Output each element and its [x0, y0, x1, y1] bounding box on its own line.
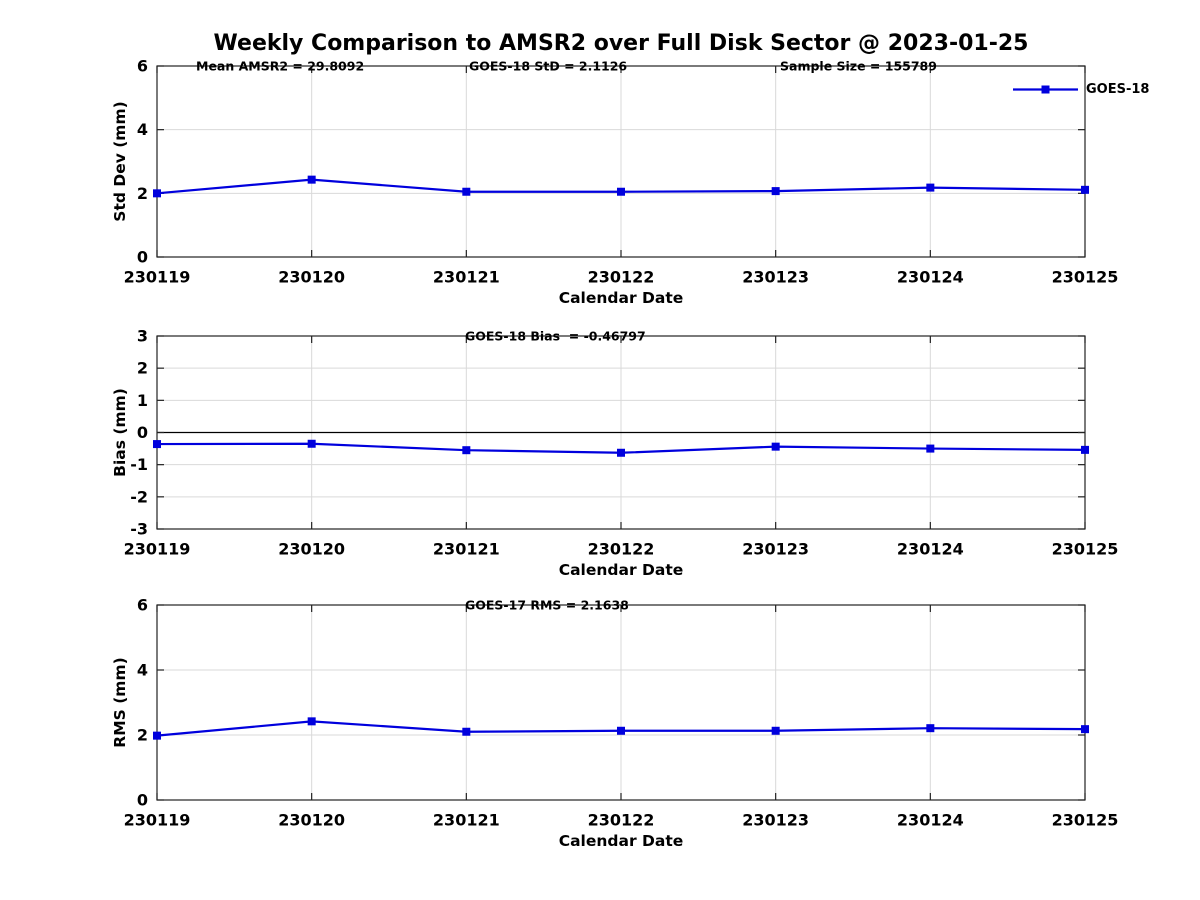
y-tick-label: 1 — [137, 391, 148, 410]
x-tick-label: 230124 — [897, 811, 964, 830]
annotation-text: Sample Size = 155789 — [780, 59, 937, 74]
data-point-marker — [771, 442, 780, 451]
x-tick-label: 230123 — [742, 811, 809, 830]
x-tick-label: 230122 — [588, 268, 655, 287]
legend-marker — [1041, 85, 1050, 94]
data-point-marker — [462, 187, 471, 196]
plot-std-dev: 230119 230120 230121 230122 230123 230124 2301… — [111, 57, 1149, 308]
annotation-text: Mean AMSR2 = 29.8092 — [196, 59, 364, 74]
data-point-marker — [926, 444, 935, 453]
data-point-marker — [462, 727, 471, 736]
x-tick-label: 230121 — [433, 268, 500, 287]
x-tick-label: 230125 — [1052, 811, 1119, 830]
legend: GOES-18 — [1013, 82, 1149, 97]
data-point-marker — [307, 439, 316, 448]
data-point-marker — [617, 448, 625, 457]
y-tick-label: -3 — [130, 520, 148, 539]
x-tick-label: 230124 — [897, 268, 964, 287]
y-tick-label: 2 — [137, 359, 148, 378]
x-axis-label: Calendar Date — [559, 832, 684, 850]
data-point-marker — [1081, 185, 1089, 194]
data-point-marker — [307, 175, 316, 184]
y-tick-label: 0 — [137, 791, 148, 810]
plot-rms: 230119 230120 230121 230122 230123 230124 2301… — [111, 596, 1118, 851]
x-tick-label: 230120 — [278, 540, 345, 559]
x-axis-label: Calendar Date — [559, 289, 684, 307]
y-tick-label: -2 — [130, 487, 148, 506]
x-tick-label: 230125 — [1052, 268, 1119, 287]
data-point-marker — [771, 187, 780, 196]
data-point-marker — [1081, 445, 1089, 454]
plot-bias: 230119 230120 230121 230122 230123 230124 2301… — [111, 327, 1118, 580]
y-tick-label: 2 — [137, 184, 148, 203]
legend-label: GOES-18 — [1086, 82, 1149, 97]
data-point-marker — [771, 726, 780, 735]
x-tick-label: 230119 — [124, 540, 191, 559]
annotation-text: GOES-18 StD = 2.1126 — [469, 59, 627, 74]
y-tick-label: 6 — [137, 57, 148, 76]
x-tick-label: 230119 — [124, 811, 191, 830]
annotation-text: GOES-18 Bias = -0.46797 — [465, 329, 646, 344]
data-point-marker — [462, 446, 471, 455]
x-tick-label: 230122 — [588, 811, 655, 830]
y-tick-label: 3 — [137, 327, 148, 346]
data-point-marker — [1081, 725, 1089, 734]
data-point-marker — [153, 440, 161, 449]
x-axis-label: Calendar Date — [559, 561, 684, 579]
y-tick-label: 0 — [137, 423, 148, 442]
y-tick-label: 6 — [137, 596, 148, 615]
data-point-marker — [153, 731, 161, 740]
x-tick-label: 230120 — [278, 811, 345, 830]
data-point-marker — [153, 189, 161, 198]
data-point-marker — [307, 717, 316, 726]
y-axis-label: Std Dev (mm) — [111, 101, 129, 221]
y-axis-label: RMS (mm) — [111, 657, 129, 747]
annotation-text: GOES-17 RMS = 2.1638 — [465, 598, 629, 613]
y-tick-label: -1 — [130, 455, 148, 474]
x-tick-label: 230123 — [742, 268, 809, 287]
y-tick-label: 0 — [137, 248, 148, 267]
x-tick-label: 230122 — [588, 540, 655, 559]
y-tick-label: 4 — [137, 661, 148, 680]
data-point-marker — [926, 183, 935, 192]
x-tick-label: 230121 — [433, 811, 500, 830]
x-tick-label: 230125 — [1052, 540, 1119, 559]
data-point-marker — [617, 187, 625, 196]
x-tick-label: 230119 — [124, 268, 191, 287]
figure-title: Weekly Comparison to AMSR2 over Full Dis… — [213, 31, 1029, 56]
x-tick-label: 230124 — [897, 540, 964, 559]
data-point-marker — [617, 726, 625, 735]
x-tick-label: 230123 — [742, 540, 809, 559]
y-tick-label: 2 — [137, 726, 148, 745]
y-tick-label: 4 — [137, 120, 148, 139]
data-point-marker — [926, 724, 935, 733]
x-tick-label: 230120 — [278, 268, 345, 287]
y-axis-label: Bias (mm) — [111, 388, 129, 477]
x-tick-label: 230121 — [433, 540, 500, 559]
